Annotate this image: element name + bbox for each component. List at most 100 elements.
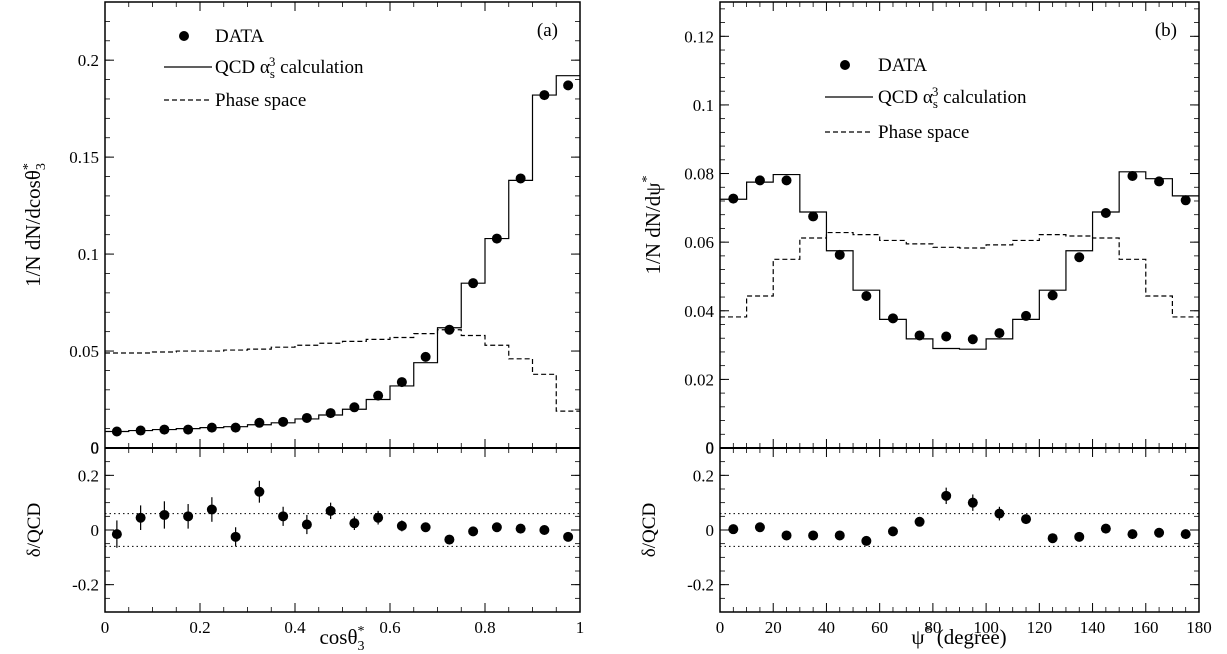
data-point bbox=[861, 291, 872, 302]
ratio-point bbox=[967, 497, 978, 508]
ratio-point bbox=[206, 504, 217, 515]
data-point bbox=[278, 416, 289, 427]
y-zero-label: 0 bbox=[706, 438, 715, 457]
ratio-y-ticks: -0.2 0 0.2 bbox=[72, 447, 580, 613]
x-tick-label: 140 bbox=[1080, 618, 1106, 637]
ratio-point bbox=[159, 509, 170, 520]
legend-label: Phase space bbox=[878, 122, 969, 143]
plot-frame bbox=[104, 1, 581, 613]
x-tick-label: 0 bbox=[716, 618, 725, 637]
data-point bbox=[206, 422, 217, 433]
qcd-histogram bbox=[720, 171, 1199, 350]
data-point bbox=[994, 328, 1005, 339]
legend-marker bbox=[840, 60, 850, 70]
ratio-point bbox=[861, 535, 872, 546]
data-point bbox=[254, 417, 265, 428]
ratio-y-tick-label: 0.2 bbox=[78, 466, 99, 485]
y-tick-label: 0.1 bbox=[78, 245, 99, 264]
ratio-point bbox=[183, 511, 194, 522]
ratio-point bbox=[781, 530, 792, 541]
ratio-point bbox=[468, 526, 479, 537]
ratio-point bbox=[349, 518, 360, 529]
ratio-y-axis-title: δ/QCD bbox=[24, 503, 45, 557]
x-axis-title: ψ* (degree) bbox=[911, 624, 1006, 649]
data-points bbox=[728, 170, 1191, 345]
data-point bbox=[941, 331, 952, 342]
x-tick-label: 40 bbox=[818, 618, 835, 637]
ratio-point bbox=[1074, 531, 1085, 542]
ratio-point bbox=[278, 511, 289, 522]
data-point bbox=[834, 249, 845, 260]
legend-label: QCD αs3 calculation bbox=[215, 54, 364, 81]
ratio-point bbox=[834, 530, 845, 541]
qcd-histogram bbox=[105, 75, 580, 433]
y-tick-label: 0.06 bbox=[684, 233, 714, 252]
data-point bbox=[230, 422, 241, 433]
ratio-point bbox=[373, 512, 384, 523]
ratio-point bbox=[914, 516, 925, 527]
data-point bbox=[1154, 176, 1165, 187]
legend-label: Phase space bbox=[215, 90, 306, 111]
ratio-point bbox=[515, 523, 526, 534]
y-tick-label: 0.2 bbox=[78, 51, 99, 70]
ratio-y-tick-label: -0.2 bbox=[72, 576, 99, 595]
data-point bbox=[325, 408, 336, 419]
data-point bbox=[1074, 252, 1085, 263]
y-tick-label: 0.1 bbox=[693, 96, 714, 115]
data-point bbox=[887, 313, 898, 324]
data-point bbox=[515, 173, 526, 184]
ratio-y-tick-label: 0.2 bbox=[693, 466, 714, 485]
ratio-point bbox=[1100, 523, 1111, 534]
x-tick-label: 0.4 bbox=[284, 618, 306, 637]
ratio-point bbox=[887, 526, 898, 537]
data-point bbox=[468, 278, 479, 289]
ratio-point bbox=[444, 534, 455, 545]
x-tick-label: 160 bbox=[1133, 618, 1159, 637]
data-point bbox=[539, 90, 550, 101]
x-tick-label: 180 bbox=[1186, 618, 1212, 637]
data-point bbox=[914, 330, 925, 341]
ratio-point bbox=[941, 490, 952, 501]
ratio-point bbox=[491, 522, 502, 533]
data-point bbox=[420, 351, 431, 362]
data-point bbox=[159, 424, 170, 435]
data-point bbox=[728, 193, 739, 204]
panel-label: (a) bbox=[537, 20, 558, 41]
data-point bbox=[301, 412, 312, 423]
ratio-y-axis-title: δ/QCD bbox=[639, 503, 660, 557]
data-point bbox=[1047, 290, 1058, 301]
ratio-point bbox=[230, 531, 241, 542]
x-tick-label: 1 bbox=[576, 618, 585, 637]
legend-marker bbox=[179, 31, 189, 41]
y-tick-label: 0 bbox=[91, 439, 100, 458]
x-tick-label: 60 bbox=[871, 618, 888, 637]
y-axis-title: 1/N dN/dψ* bbox=[640, 176, 665, 275]
ratio-y-tick-label: -0.2 bbox=[687, 576, 714, 595]
y-tick-label: 0 bbox=[706, 439, 715, 458]
data-point bbox=[373, 390, 384, 401]
x-tick-label: 0.8 bbox=[474, 618, 495, 637]
ratio-point bbox=[539, 525, 550, 535]
ratio-point bbox=[1180, 529, 1191, 540]
data-point bbox=[781, 175, 792, 186]
x-tick-label: 0 bbox=[101, 618, 110, 637]
x-tick-label: 0.6 bbox=[379, 618, 400, 637]
data-point bbox=[111, 426, 122, 437]
ratio-y-ticks: -0.2 0 0.2 bbox=[687, 447, 1199, 613]
ratio-point bbox=[754, 522, 765, 533]
x-tick-label: 120 bbox=[1027, 618, 1053, 637]
data-point bbox=[754, 175, 765, 186]
data-point bbox=[396, 377, 407, 388]
ratio-y-tick-label: 0 bbox=[706, 521, 715, 540]
legend-label: DATA bbox=[878, 55, 927, 76]
data-points bbox=[111, 80, 574, 437]
y-tick-label: 0.04 bbox=[684, 302, 714, 321]
x-tick-label: 100 bbox=[973, 618, 999, 637]
data-point bbox=[1021, 310, 1032, 321]
ratio-y-tick-label: 0 bbox=[91, 521, 100, 540]
y-axis-ticks: 0 0.05 0.1 0.15 0.2 bbox=[69, 20, 580, 458]
x-axis-title: cosθ3* bbox=[319, 624, 364, 654]
legend-label: DATA bbox=[215, 26, 264, 47]
y-tick-label: 0.02 bbox=[684, 370, 714, 389]
